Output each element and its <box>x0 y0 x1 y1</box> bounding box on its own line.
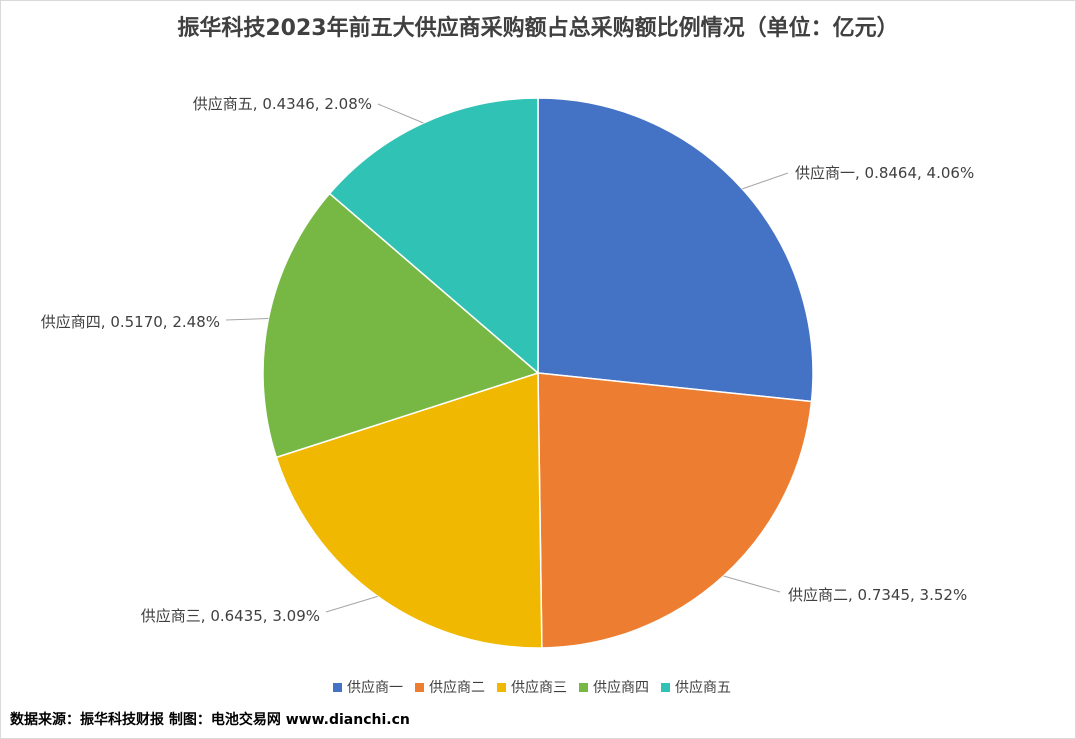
leader-line-5 <box>377 103 424 124</box>
data-label-2: 供应商二, 0.7345, 3.52% <box>788 586 967 604</box>
data-label-3: 供应商三, 0.6435, 3.09% <box>141 607 320 625</box>
legend-swatch-1 <box>333 683 342 692</box>
source-note: 数据来源：振华科技财报 制图：电池交易网 www.dianchi.cn <box>10 712 410 728</box>
pie-slice-4 <box>262 192 540 459</box>
legend-label-2: 供应商二 <box>429 679 485 696</box>
leader-line-2 <box>723 575 781 593</box>
pie-slice-1 <box>537 97 814 403</box>
chart-title: 振华科技2023年前五大供应商采购额占总采购额比例情况（单位：亿元） <box>177 16 899 41</box>
pie-slice-2 <box>537 372 813 649</box>
legend-swatch-2 <box>415 683 424 692</box>
legend-label-4: 供应商四 <box>593 679 649 696</box>
legend-label-3: 供应商三 <box>511 679 567 696</box>
data-label-4: 供应商四, 0.5170, 2.48% <box>41 313 220 331</box>
leader-line-4 <box>225 318 269 321</box>
data-label-5: 供应商五, 0.4346, 2.08% <box>193 95 372 113</box>
leader-line-3 <box>325 595 378 613</box>
legend-swatch-5 <box>661 683 670 692</box>
data-label-1: 供应商一, 0.8464, 4.06% <box>795 164 974 182</box>
legend-swatch-3 <box>497 683 506 692</box>
leader-line-1 <box>742 172 789 190</box>
legend-label-5: 供应商五 <box>675 679 731 696</box>
legend-swatch-4 <box>579 683 588 692</box>
legend-label-1: 供应商一 <box>347 679 403 696</box>
